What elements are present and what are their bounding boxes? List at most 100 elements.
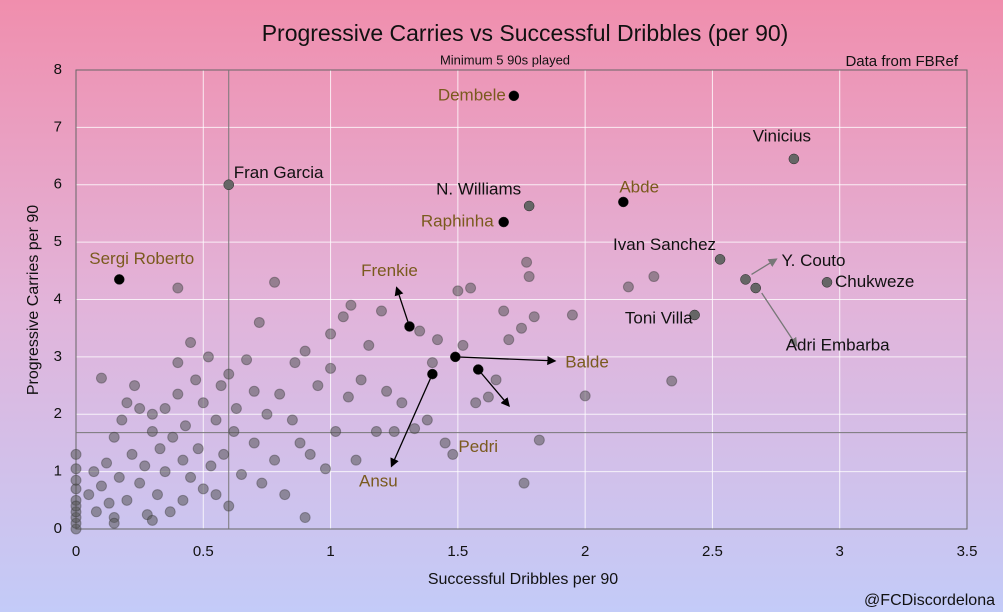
plot-frame [75,69,968,530]
point [375,305,387,317]
x-tick-label: 3.5 [957,543,978,560]
point [172,357,184,369]
highlight-point [114,274,125,285]
point [90,506,102,518]
point [190,374,202,386]
point [134,477,146,489]
point [503,334,515,346]
point [151,489,163,501]
point [299,512,311,524]
point [279,489,291,501]
point-label: Chukweze [835,272,914,291]
point [498,305,510,317]
point [261,408,273,420]
point-label: Vinicius [753,126,811,145]
point-label: Frenkie [361,261,418,280]
point [202,351,214,363]
point [121,397,133,409]
point [146,408,158,420]
point [490,374,502,386]
point [197,397,209,409]
point [414,325,426,337]
x-tick-label: 1 [326,543,334,560]
point [139,460,151,472]
source-note: Data from FBRef [845,53,958,70]
point [167,431,179,443]
x-tick-label: 2.5 [702,543,723,560]
point [101,457,113,469]
point [350,454,362,466]
x-axis-label: Successful Dribbles per 90 [428,571,618,588]
highlight-point [740,274,751,285]
point [177,454,189,466]
point [241,354,253,366]
point [622,281,634,293]
point-label: N. Williams [436,179,521,198]
x-tick-label: 3 [836,543,844,560]
y-tick-label: 2 [54,405,62,422]
y-tick-label: 1 [54,463,62,480]
point [426,357,438,369]
highlight-point [750,282,761,294]
point [457,339,469,351]
point [70,474,82,486]
point [210,414,222,426]
y-tick-label: 3 [54,348,62,365]
highlight-point [821,277,833,288]
point [319,463,331,475]
arrow [477,369,510,408]
point [95,372,107,384]
y-tick-label: 4 [54,290,62,307]
point-label: Y. Couto [782,251,846,270]
point [516,322,527,334]
point [205,460,217,472]
point [330,425,342,437]
point [185,471,197,483]
arrow [455,356,557,366]
point [248,385,260,397]
point [355,374,367,386]
point [381,385,393,397]
point [482,391,494,403]
highlight-point [788,153,800,165]
y-axis-label: Progressive Carries per 90 [25,205,42,395]
point-label: Ansu [359,472,398,491]
point [523,271,535,283]
chart-title: Progressive Carries vs Successful Dribbl… [262,20,789,46]
point [218,448,230,460]
highlight-point [404,321,415,332]
highlight-point [618,196,629,208]
highlight-point [689,309,700,321]
point [299,345,311,357]
point [223,368,235,380]
highlight-point [714,254,726,265]
highlight-point [427,368,438,380]
point-label: Sergi Roberto [89,249,194,268]
point [579,390,591,402]
point [533,434,545,446]
point [228,425,240,437]
point [108,431,120,443]
x-tick-label: 0.5 [193,543,214,560]
y-tick-label: 7 [54,118,62,135]
highlight-point [472,364,484,375]
point [269,276,281,288]
point [146,514,158,526]
point [528,311,540,323]
point [223,500,235,512]
point [185,337,197,349]
point-label: Dembele [438,85,506,104]
point [103,497,115,509]
point [70,463,82,475]
highlight-point [223,179,234,190]
point [431,334,443,346]
y-tick-label: 8 [54,61,62,78]
point [325,362,337,374]
point [95,480,107,492]
point [363,339,375,351]
highlight-point [450,351,461,363]
point [518,477,530,489]
point [396,397,408,409]
point [294,437,306,449]
point [470,397,482,409]
